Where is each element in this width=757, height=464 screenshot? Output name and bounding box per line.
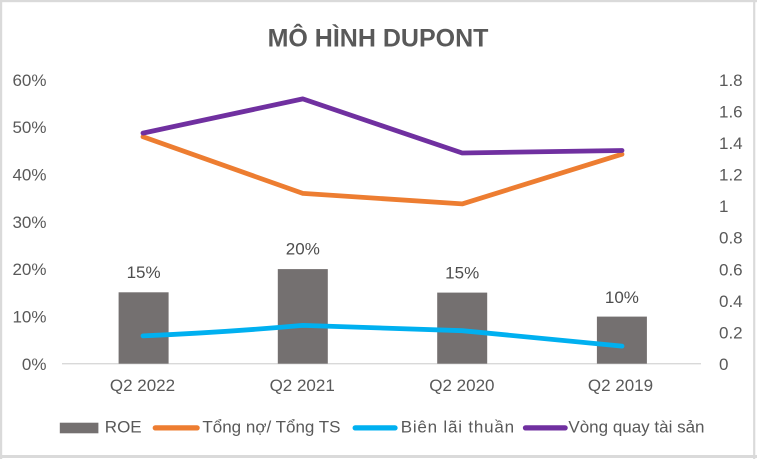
svg-text:Tổng nợ/ Tổng TS: Tổng nợ/ Tổng TS xyxy=(202,418,340,437)
svg-text:MÔ HÌNH DUPONT: MÔ HÌNH DUPONT xyxy=(268,23,489,53)
svg-text:0%: 0% xyxy=(22,355,47,374)
svg-text:1.6: 1.6 xyxy=(719,103,743,122)
svg-text:1.4: 1.4 xyxy=(719,134,743,153)
svg-text:30%: 30% xyxy=(12,213,46,232)
svg-text:10%: 10% xyxy=(12,308,46,327)
svg-text:Q2 2021: Q2 2021 xyxy=(270,376,335,395)
svg-text:0.2: 0.2 xyxy=(719,323,743,342)
svg-text:15%: 15% xyxy=(445,264,479,283)
svg-text:60%: 60% xyxy=(12,71,46,90)
svg-text:0.6: 0.6 xyxy=(719,260,743,279)
svg-text:40%: 40% xyxy=(12,166,46,185)
svg-text:Q2 2022: Q2 2022 xyxy=(110,376,175,395)
svg-text:0.8: 0.8 xyxy=(719,229,743,248)
svg-text:Biên lãi thuần: Biên lãi thuần xyxy=(401,418,515,437)
svg-text:15%: 15% xyxy=(127,263,161,282)
svg-text:ROE: ROE xyxy=(105,418,142,437)
svg-text:50%: 50% xyxy=(12,118,46,137)
svg-text:10%: 10% xyxy=(605,288,639,307)
svg-text:20%: 20% xyxy=(12,260,46,279)
svg-text:Vòng quay tài sản: Vòng quay tài sản xyxy=(568,418,704,437)
svg-text:Q2 2019: Q2 2019 xyxy=(588,376,653,395)
svg-text:1.8: 1.8 xyxy=(719,71,743,90)
svg-text:0: 0 xyxy=(719,355,728,374)
svg-text:1: 1 xyxy=(719,197,728,216)
svg-text:1.2: 1.2 xyxy=(719,166,743,185)
svg-text:Q2 2020: Q2 2020 xyxy=(429,376,494,395)
svg-text:0.4: 0.4 xyxy=(719,292,743,311)
svg-text:20%: 20% xyxy=(286,240,320,259)
